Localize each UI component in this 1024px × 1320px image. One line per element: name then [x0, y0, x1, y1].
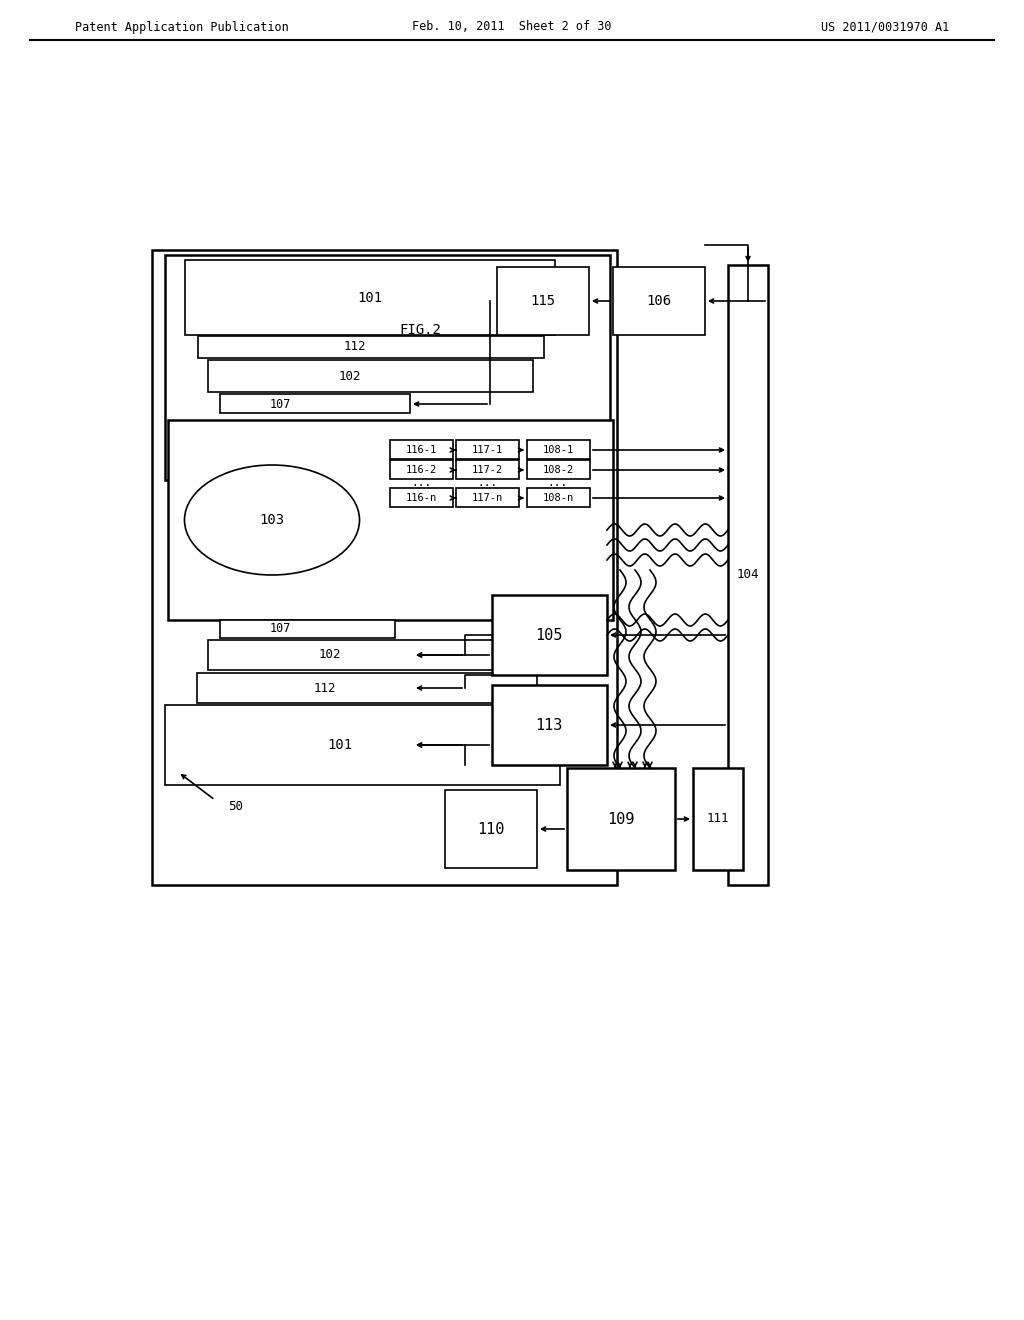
- Text: 108-n: 108-n: [543, 492, 573, 503]
- Text: 106: 106: [646, 294, 672, 308]
- Text: 109: 109: [607, 812, 635, 826]
- Bar: [390, 459, 453, 479]
- Bar: [390, 488, 453, 507]
- Bar: [456, 440, 519, 459]
- Bar: [165, 255, 610, 480]
- Text: 107: 107: [269, 397, 291, 411]
- Text: 101: 101: [328, 738, 352, 752]
- Bar: [220, 393, 410, 413]
- Text: 108-1: 108-1: [543, 445, 573, 455]
- Bar: [185, 260, 555, 335]
- Bar: [613, 267, 705, 335]
- Text: 116-2: 116-2: [406, 465, 436, 475]
- Text: 115: 115: [530, 294, 556, 308]
- Text: 111: 111: [707, 813, 729, 825]
- Text: 112: 112: [344, 341, 367, 354]
- Bar: [567, 768, 675, 870]
- Text: 117-2: 117-2: [471, 465, 503, 475]
- Bar: [152, 249, 617, 884]
- Text: ...: ...: [548, 478, 568, 488]
- Text: 102: 102: [318, 648, 341, 661]
- Bar: [527, 440, 590, 459]
- Bar: [165, 705, 560, 785]
- Text: ...: ...: [411, 478, 431, 488]
- Ellipse shape: [184, 465, 359, 576]
- Text: 103: 103: [259, 513, 285, 527]
- Bar: [527, 488, 590, 507]
- Bar: [390, 440, 453, 459]
- Text: Patent Application Publication: Patent Application Publication: [75, 21, 289, 33]
- Text: FIG.2: FIG.2: [399, 323, 441, 337]
- Bar: [168, 420, 613, 620]
- Text: 117-1: 117-1: [471, 445, 503, 455]
- Text: 102: 102: [339, 370, 361, 383]
- Bar: [456, 488, 519, 507]
- Bar: [728, 265, 768, 884]
- Text: 107: 107: [269, 623, 291, 635]
- Text: 117-n: 117-n: [471, 492, 503, 503]
- Text: ...: ...: [477, 478, 497, 488]
- Text: 105: 105: [536, 627, 562, 643]
- Bar: [197, 673, 537, 704]
- Bar: [445, 789, 537, 869]
- Text: 104: 104: [736, 569, 759, 582]
- Bar: [208, 640, 528, 671]
- Bar: [456, 459, 519, 479]
- Bar: [527, 459, 590, 479]
- Text: 116-n: 116-n: [406, 492, 436, 503]
- Text: 116-1: 116-1: [406, 445, 436, 455]
- Text: US 2011/0031970 A1: US 2011/0031970 A1: [821, 21, 949, 33]
- Bar: [198, 337, 544, 358]
- Text: 50: 50: [228, 800, 243, 813]
- Text: 101: 101: [357, 290, 383, 305]
- Text: 110: 110: [477, 821, 505, 837]
- Bar: [492, 595, 607, 675]
- Bar: [497, 267, 589, 335]
- Bar: [220, 620, 395, 638]
- Text: 108-2: 108-2: [543, 465, 573, 475]
- Bar: [693, 768, 743, 870]
- Bar: [492, 685, 607, 766]
- Text: 112: 112: [313, 681, 336, 694]
- Bar: [208, 360, 534, 392]
- Text: 113: 113: [536, 718, 562, 733]
- Text: Feb. 10, 2011  Sheet 2 of 30: Feb. 10, 2011 Sheet 2 of 30: [413, 21, 611, 33]
